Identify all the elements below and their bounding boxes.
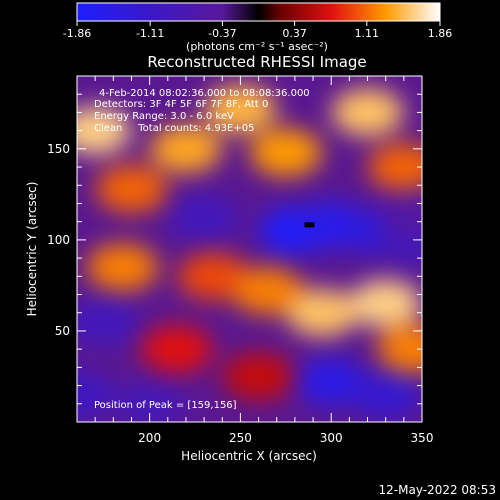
colorbar-tick-label: -0.37 [208, 27, 236, 40]
annotation-clean-counts: Clean Total counts: 4.93E+05 [94, 123, 254, 134]
heatmap-region [331, 88, 404, 137]
heatmap-region [77, 297, 141, 346]
heatmap-region [77, 370, 113, 419]
heatmap-region [86, 243, 159, 292]
heatmap-region [95, 164, 168, 213]
colorbar-ticks: -1.86 -1.11 -0.37 0.37 1.11 1.86 [63, 21, 452, 40]
heatmap-region [231, 266, 304, 315]
x-tick-label: 200 [138, 431, 161, 445]
heatmap-image [77, 76, 422, 422]
heatmap-region [77, 106, 132, 155]
peak-marker [304, 222, 315, 228]
heatmap-region [376, 188, 422, 237]
annotation-time-range: 4-Feb-2014 08:02:36.000 to 08:08:36.000 [99, 88, 310, 99]
heatmap-region [249, 128, 322, 177]
y-axis-label: Heliocentric Y (arcsec) [25, 182, 39, 317]
heatmap-region [222, 352, 295, 401]
x-tick-label: 350 [411, 431, 434, 445]
y-tick-label: 150 [47, 142, 70, 156]
heatmap-region [349, 279, 422, 328]
x-tick-label: 300 [320, 431, 343, 445]
y-tick-label: 100 [47, 233, 70, 247]
x-tick-label: 250 [229, 431, 252, 445]
heatmap-region [349, 370, 422, 419]
heatmap-region [168, 194, 241, 243]
heatmap-region [204, 84, 277, 133]
x-axis-label: Heliocentric X (arcsec) [181, 449, 317, 463]
annotation-detectors: Detectors: 3F 4F 5F 6F 7F 8F, Att 0 [94, 99, 268, 110]
colorbar-tick-label: -1.86 [63, 27, 91, 40]
heatmap-region [295, 357, 368, 406]
chart-title: Reconstructed RHESSI Image [147, 53, 366, 71]
heatmap-region [113, 379, 186, 422]
colorbar-tick-label: 0.37 [282, 27, 307, 40]
colorbar-tick-label: 1.11 [355, 27, 380, 40]
colorbar [76, 2, 441, 22]
heatmap-region [149, 124, 222, 173]
heatmap-region [376, 325, 422, 374]
footer-timestamp: 12-May-2022 08:53 [379, 483, 496, 497]
colorbar-unit-label: (photons cm⁻² s⁻¹ asec⁻²) [186, 40, 328, 53]
x-axis-ticks: 200 250 300 350 [94, 76, 434, 445]
heatmap-region [367, 143, 422, 192]
colorbar-tick-label: 1.86 [428, 27, 453, 40]
peak-position-label: Position of Peak = [159,156] [94, 400, 237, 411]
heatmap-region [177, 252, 250, 301]
annotation-energy-range: Energy Range: 3.0 - 6.0 keV [94, 111, 234, 122]
y-tick-label: 50 [55, 324, 70, 338]
plot-frame [76, 75, 423, 423]
heatmap-region [286, 288, 359, 337]
heatmap-region [140, 325, 213, 374]
colorbar-tick-label: -1.11 [136, 27, 164, 40]
y-axis-ticks: 50 100 150 [47, 75, 422, 405]
